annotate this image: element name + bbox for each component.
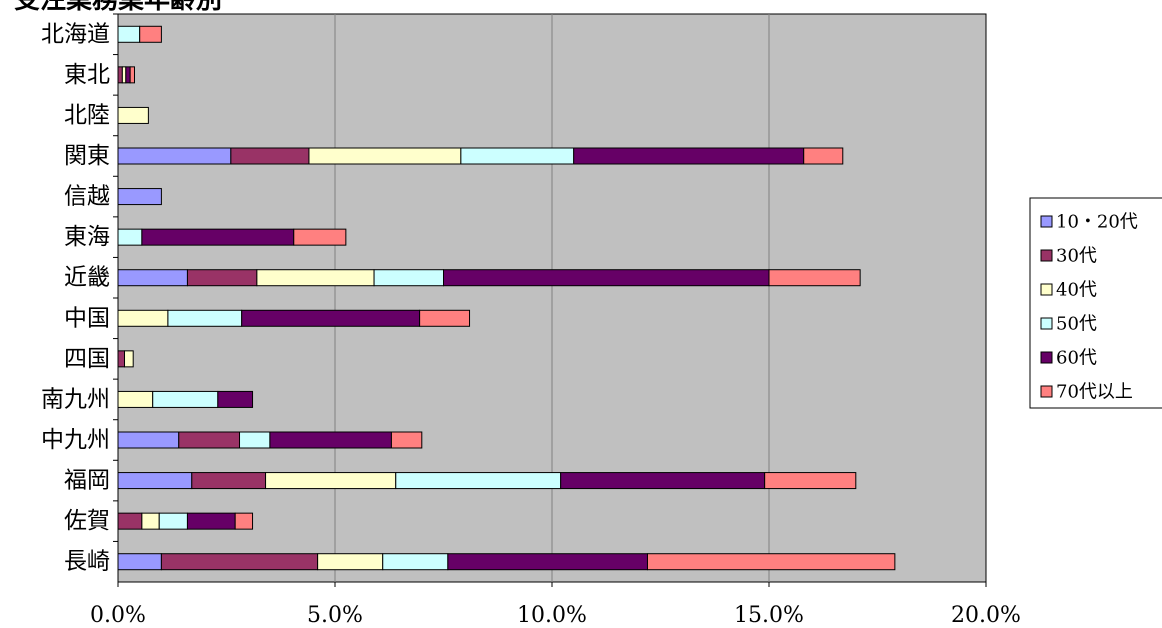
bar-segment [117,553,162,571]
legend-swatch [1040,249,1053,262]
bar-segment [803,147,844,165]
legend-label: 70代以上 [1056,382,1133,403]
category-label: 長崎 [64,549,110,575]
bar-segment [117,147,232,165]
category-label: 北海道 [41,21,110,47]
bar-segment [241,309,421,327]
bar-segment [121,66,127,84]
legend-label: 40代 [1056,280,1097,301]
bar-segment [317,553,384,571]
bar-segment [443,269,770,287]
bar-segment [117,431,180,449]
legend-swatch [1040,317,1053,330]
bar-segment [460,147,575,165]
bar-segment [117,106,149,124]
bar-segment [152,390,219,408]
bar-segment [382,553,449,571]
category-label: 福岡 [64,468,110,494]
bar-segment [308,147,462,165]
bar-segment [768,269,861,287]
category-label: 中九州 [41,427,110,453]
bar-segment [117,309,169,327]
legend-label: 60代 [1056,348,1097,369]
value-axis-labels: 0.0% 5.0% 10.0% 15.0% 20.0% [90,582,1021,628]
bar-segment [125,66,131,84]
chart-title: 受注業務業年齢別 [14,0,222,15]
legend-box [1029,197,1162,409]
bar-segment [293,228,347,246]
legend-label: 30代 [1056,246,1097,267]
x-tick-label: 15.0% [734,603,804,628]
bar-segment [167,309,243,327]
x-tick-label: 20.0% [951,603,1021,628]
bar-segment [186,269,258,287]
bar-segment [117,188,162,206]
bar-segment [186,512,236,530]
category-label: 信越 [64,184,110,210]
category-label: 中国 [64,305,110,331]
category-label: 近畿 [64,265,110,291]
bar-segment [390,431,423,449]
bar-segment [265,472,397,490]
legend: 10・20代 30代 40代 50代 60代 70代以上 [1029,197,1162,409]
x-tick-label: 5.0% [307,603,363,628]
bar-segment [117,390,154,408]
bar-segment [239,431,271,449]
bar-segment [117,66,123,84]
bar-segment [141,512,160,530]
bar-segment [124,350,134,368]
bar-segment [395,472,562,490]
category-label: 佐賀 [64,508,110,534]
x-tick-label: 0.0% [90,603,146,628]
bar-segment [117,472,193,490]
bar-segment [447,553,648,571]
bar-segment [117,350,126,368]
bar-segment [269,431,392,449]
bar-segment [117,512,143,530]
bar-segment [117,269,188,287]
bar-segment [178,431,241,449]
bar-segment [646,553,896,571]
bars [117,25,896,571]
bar-segment [217,390,254,408]
bar-segment [117,25,141,43]
bar-segment [419,309,471,327]
category-label: 南九州 [41,386,110,412]
legend-label: 50代 [1056,314,1097,335]
bar-segment [160,553,319,571]
legend-swatch [1040,283,1053,296]
category-label: 北陸 [64,102,110,128]
bar-segment [764,472,857,490]
bar-segment [117,228,143,246]
bar-segment [234,512,254,530]
bar-segment [573,147,805,165]
bar-segment [139,25,162,43]
bar-segment [158,512,188,530]
bar-segment [191,472,267,490]
category-label: 四国 [64,346,110,372]
category-label: 東北 [64,62,110,88]
bar-segment [230,147,310,165]
bar-segment [256,269,375,287]
bar-segment [129,66,135,84]
bar-segment [560,472,766,490]
category-label: 東海 [64,224,110,250]
legend-swatch [1040,215,1053,228]
legend-label: 10・20代 [1056,212,1138,233]
legend-swatch [1040,385,1053,398]
x-tick-label: 10.0% [517,603,587,628]
legend-swatch [1040,351,1053,364]
category-label: 関東 [64,143,110,169]
bar-segment [373,269,444,287]
bar-segment [141,228,295,246]
